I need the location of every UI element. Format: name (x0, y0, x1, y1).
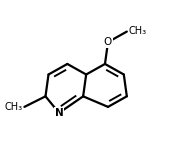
Text: O: O (104, 37, 112, 47)
Text: CH₃: CH₃ (128, 26, 147, 36)
Text: CH₃: CH₃ (5, 102, 23, 112)
Text: N: N (55, 108, 63, 118)
